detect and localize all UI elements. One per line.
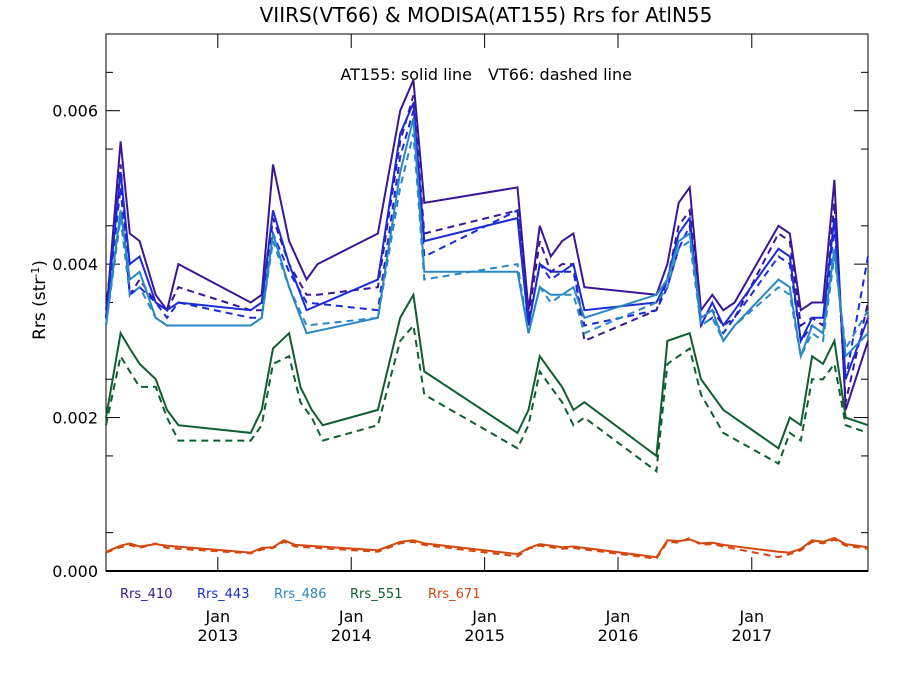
series-line-Rrs_551-dashed — [105, 323, 869, 474]
legend-entry-Rrs_551: Rrs_551 — [350, 587, 402, 602]
solid-line-note: AT155: solid line — [340, 65, 472, 84]
x-tick-label-year: 2016 — [598, 626, 639, 645]
series-line-Rrs_551-solid — [105, 291, 869, 458]
series-line-Rrs_443-dashed — [105, 110, 869, 380]
legend-entry-Rrs_410: Rrs_410 — [120, 587, 172, 602]
series-line-Rrs_671-dashed — [105, 536, 869, 560]
series-line-Rrs_671-solid — [105, 536, 869, 559]
legend: Rrs_410 Rrs_443 Rrs_486 Rrs_551 Rrs_671 — [120, 587, 480, 602]
series-line-Rrs_410-dashed — [105, 95, 869, 403]
x-tick-label-month: Jan — [738, 607, 764, 626]
y-axis-label-superscript: -1 — [29, 267, 42, 278]
axes: 0.0000.0020.0040.006Jan2013Jan2014Jan201… — [52, 33, 869, 645]
x-tick-label-year: 2014 — [331, 626, 372, 645]
y-tick-label: 0.006 — [52, 102, 98, 121]
x-tick-label-year: 2013 — [197, 626, 238, 645]
y-axis-label-main: Rrs (str — [30, 278, 50, 340]
series-line-Rrs_486-dashed — [105, 133, 869, 360]
x-tick-label-month: Jan — [605, 607, 631, 626]
y-tick-label: 0.000 — [52, 562, 98, 581]
series-lines — [105, 79, 869, 560]
x-tick-label-month: Jan — [204, 607, 230, 626]
x-tick-label-year: 2017 — [731, 626, 772, 645]
dashed-line-note: VT66: dashed line — [488, 65, 632, 84]
legend-entry-Rrs_671: Rrs_671 — [428, 587, 480, 602]
plot-frame — [105, 33, 869, 572]
y-tick-label: 0.002 — [52, 409, 98, 428]
series-line-Rrs_410-solid — [105, 79, 869, 411]
y-axis-label-close: ) — [30, 260, 50, 267]
chart-title: VIIRS(VT66) & MODISA(AT155) Rrs for AtlN… — [260, 3, 713, 27]
series-line-Rrs_486-solid — [105, 118, 869, 361]
legend-entry-Rrs_443: Rrs_443 — [197, 587, 249, 602]
x-tick-label-year: 2015 — [464, 626, 505, 645]
y-tick-label: 0.004 — [52, 255, 98, 274]
y-axis-label: Rrs (str-1) — [29, 260, 50, 340]
x-tick-label-month: Jan — [471, 607, 497, 626]
x-tick-label-month: Jan — [338, 607, 364, 626]
series-line-Rrs_443-solid — [105, 102, 869, 380]
legend-entry-Rrs_486: Rrs_486 — [274, 587, 326, 602]
